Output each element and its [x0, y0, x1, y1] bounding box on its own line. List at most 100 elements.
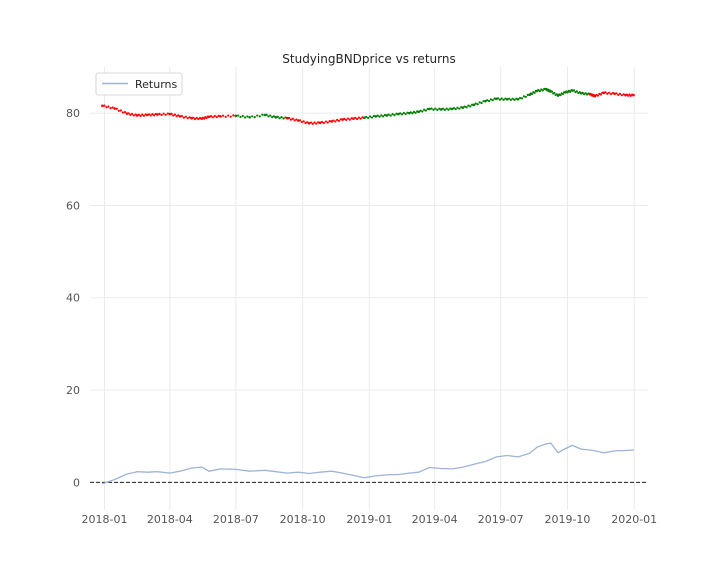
price-point — [397, 112, 400, 116]
x-tick-label: 2020-01 — [611, 513, 657, 526]
price-point — [434, 107, 437, 110]
price-point — [253, 116, 256, 119]
returns-point — [308, 472, 310, 475]
price-point — [243, 116, 247, 119]
price-point — [175, 115, 178, 118]
price-point — [518, 96, 522, 100]
returns-point — [297, 471, 299, 473]
price-point — [608, 91, 611, 94]
price-point — [293, 119, 296, 122]
price-point — [372, 114, 376, 118]
price-point — [385, 114, 389, 117]
price-point — [166, 112, 169, 115]
price-point — [454, 108, 457, 111]
price-point — [609, 92, 613, 96]
returns-point — [418, 471, 420, 473]
chart-title: StudyingBNDprice vs returns — [282, 52, 455, 66]
price-point — [288, 116, 291, 120]
price-point — [311, 122, 314, 125]
price-point — [164, 113, 167, 116]
price-point — [489, 98, 493, 101]
returns-point — [632, 449, 635, 451]
price-point — [109, 107, 112, 110]
price-point — [461, 106, 465, 109]
price-point — [572, 89, 576, 92]
price-point — [395, 112, 398, 115]
y-tick-label: 40 — [66, 292, 80, 305]
price-point — [278, 117, 281, 120]
price-point — [513, 98, 516, 102]
price-point — [101, 104, 104, 108]
returns-point — [428, 466, 431, 469]
price-point — [315, 122, 318, 125]
price-point — [538, 89, 541, 93]
price-point — [341, 118, 344, 121]
price-point — [330, 120, 333, 123]
returns-point — [484, 460, 487, 463]
price-point — [566, 91, 569, 94]
price-point — [559, 94, 562, 97]
price-point — [387, 113, 390, 116]
returns-point — [363, 477, 365, 479]
price-point — [105, 106, 108, 109]
price-point — [282, 117, 285, 120]
price-point — [505, 98, 509, 101]
price-point — [320, 120, 324, 124]
price-point — [467, 104, 470, 107]
price-point — [522, 95, 526, 98]
returns-point — [451, 468, 453, 470]
price-point — [430, 107, 433, 110]
price-point — [248, 115, 251, 119]
price-point — [502, 98, 505, 101]
price-segment — [286, 116, 366, 125]
price-point — [618, 92, 622, 95]
price-point — [359, 117, 362, 120]
price-point — [472, 103, 476, 107]
returns-point — [408, 472, 410, 474]
price-point — [130, 112, 134, 116]
price-point — [274, 115, 278, 119]
price-point — [162, 112, 165, 115]
price-point — [286, 116, 289, 120]
price-point — [337, 119, 340, 122]
price-point — [269, 114, 272, 117]
returns-point — [589, 449, 591, 451]
price-point — [193, 117, 197, 121]
price-point — [423, 108, 426, 111]
price-point — [332, 119, 335, 122]
returns-point — [286, 472, 288, 474]
price-point — [137, 113, 140, 116]
price-point — [362, 116, 366, 120]
price-point — [127, 112, 130, 115]
price-point — [432, 108, 435, 111]
price-point — [491, 99, 494, 102]
returns-point — [462, 466, 464, 468]
price-point — [606, 92, 609, 95]
y-tick-label: 0 — [73, 476, 80, 489]
price-point — [417, 110, 421, 114]
price-point — [295, 118, 298, 121]
price-point — [258, 115, 261, 118]
price-point — [436, 108, 439, 112]
returns-point — [208, 470, 210, 472]
price-point — [229, 115, 232, 118]
price-point — [117, 109, 120, 112]
returns-point — [564, 448, 566, 450]
returns-point — [341, 472, 344, 474]
price-point — [409, 111, 412, 114]
returns-point — [517, 456, 519, 458]
price-point — [132, 114, 135, 117]
price-point — [304, 121, 307, 125]
y-tick-label: 80 — [66, 107, 80, 120]
legend: Returns — [95, 72, 183, 96]
price-point — [355, 117, 359, 121]
returns-point — [614, 450, 616, 452]
price-segment — [588, 91, 635, 98]
price-point — [367, 116, 370, 119]
price-point — [533, 91, 536, 94]
price-point — [256, 114, 259, 117]
price-point — [203, 117, 206, 120]
price-point — [498, 98, 502, 101]
price-point — [296, 119, 300, 122]
price-point — [495, 97, 498, 101]
